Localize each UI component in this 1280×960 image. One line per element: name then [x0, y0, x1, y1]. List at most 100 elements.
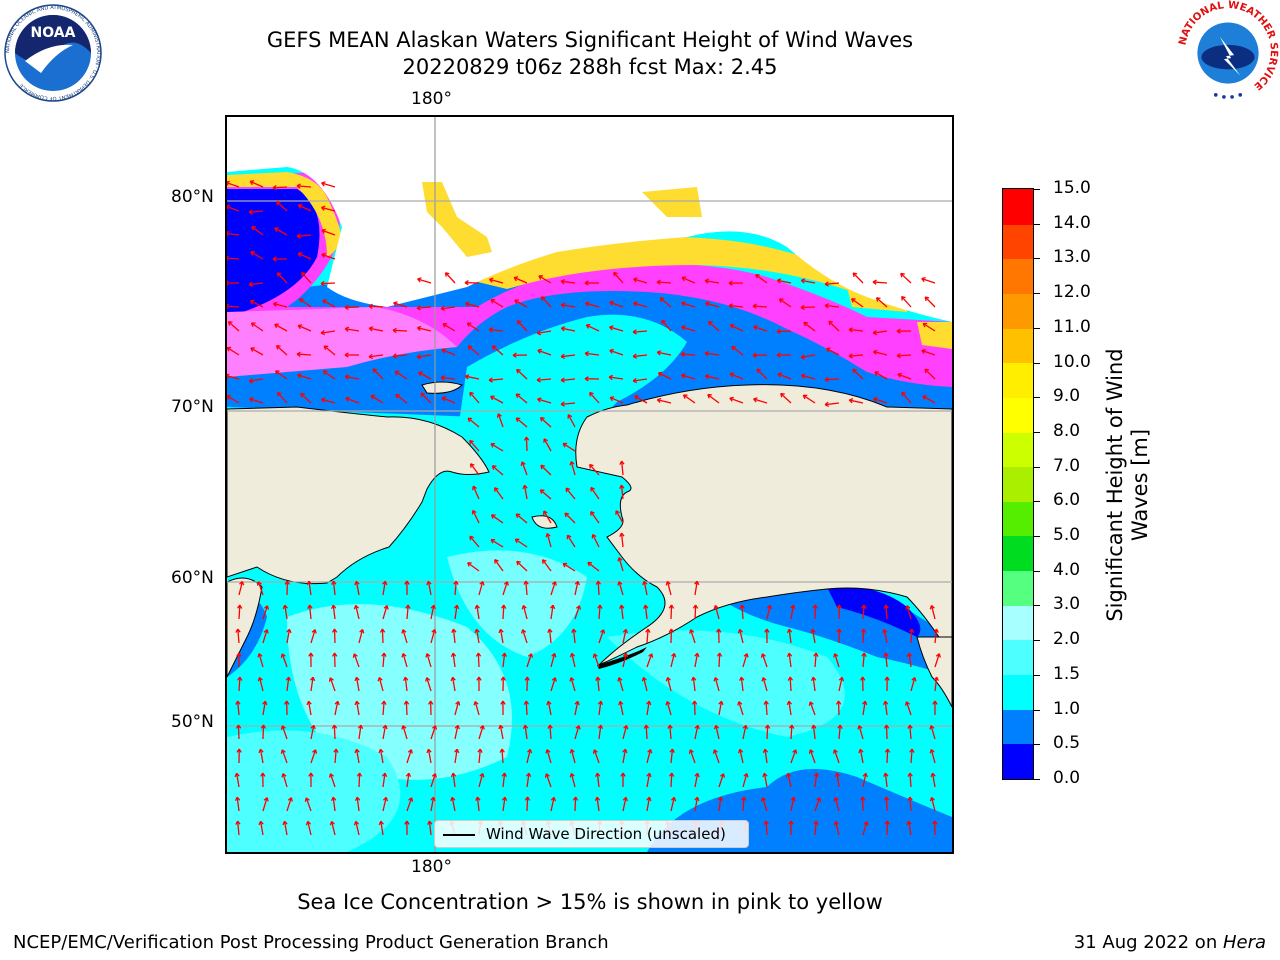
- wave-arrow: [570, 749, 576, 764]
- wave-arrow-head: [848, 353, 853, 359]
- wave-arrow: [909, 796, 912, 812]
- wave-arrow: [570, 677, 576, 692]
- wave-arrow-head: [236, 748, 242, 753]
- wave-arrow-head: [623, 724, 629, 730]
- wave-arrow: [718, 797, 722, 812]
- wave-arrow: [849, 328, 864, 332]
- wave-arrow: [801, 354, 816, 359]
- wave-arrow: [540, 464, 552, 476]
- wave-arrow-head: [838, 676, 845, 682]
- wave-arrow-head: [359, 628, 365, 634]
- colorbar-tick-label: 6.0: [1053, 490, 1081, 511]
- wave-arrow-head: [549, 604, 556, 610]
- wave-arrow: [761, 797, 768, 812]
- wave-arrow-head: [560, 279, 565, 285]
- wave-arrow-head: [729, 323, 735, 329]
- wave-arrow-head: [494, 559, 499, 564]
- wave-arrow-head: [681, 325, 686, 331]
- wave-arrow: [430, 797, 435, 812]
- wave-arrow: [308, 605, 312, 620]
- colorbar-tick-label: 2.0: [1053, 629, 1081, 650]
- wave-arrow-head: [833, 653, 839, 658]
- wave-arrow: [901, 296, 912, 308]
- wave-arrow: [812, 677, 816, 692]
- wave-arrow-head: [907, 796, 913, 801]
- wave-arrow: [826, 347, 840, 356]
- wave-arrow-head: [378, 748, 384, 754]
- colorbar-tick-mark: [1034, 466, 1040, 468]
- wave-arrow-head: [681, 301, 686, 307]
- wave-arrow: [572, 629, 576, 644]
- wave-arrow: [934, 677, 938, 692]
- wave-arrow: [718, 773, 725, 788]
- wave-arrow: [334, 701, 339, 716]
- wave-arrow-head: [249, 397, 254, 403]
- wave-arrow: [538, 275, 552, 284]
- wave-arrow-head: [575, 605, 582, 610]
- wave-arrow: [574, 796, 577, 812]
- wave-arrow-head: [444, 272, 450, 277]
- wave-arrow-head: [792, 749, 798, 754]
- wave-arrow-head: [227, 180, 230, 186]
- colorbar-tick-label: 7.0: [1053, 455, 1081, 476]
- wave-arrow-head: [609, 300, 614, 306]
- wave-arrow: [598, 725, 602, 740]
- wave-arrow-head: [451, 628, 457, 633]
- wave-arrow: [714, 677, 720, 692]
- wave-arrow-head: [617, 677, 623, 682]
- wave-arrow: [658, 372, 672, 380]
- wave-arrow: [382, 652, 385, 668]
- colorbar-tick-mark: [1034, 223, 1040, 225]
- wave-arrow-head: [560, 302, 566, 308]
- wave-arrow: [526, 653, 533, 668]
- wave-arrow-head: [584, 376, 589, 382]
- wave-arrow: [694, 773, 699, 788]
- wave-arrow-head: [454, 724, 460, 730]
- colorbar-tick-label: 4.0: [1053, 559, 1081, 580]
- wave-arrow: [417, 327, 432, 332]
- wave-arrow: [550, 677, 556, 692]
- wave-arrow: [467, 345, 480, 356]
- wave-arrow: [321, 206, 336, 212]
- wave-arrow-head: [737, 701, 743, 706]
- wave-arrow: [301, 272, 312, 284]
- wave-arrow-head: [545, 533, 551, 538]
- wave-arrow-head: [235, 628, 241, 633]
- colorbar-tick-label: 0.5: [1053, 733, 1081, 754]
- wave-arrow-head: [935, 653, 941, 658]
- wave-arrow: [321, 398, 336, 404]
- wave-arrow: [321, 253, 336, 260]
- wave-arrow: [355, 749, 360, 764]
- wave-arrow: [297, 374, 312, 380]
- wave-arrow-head: [516, 560, 521, 566]
- wave-arrow: [472, 485, 480, 500]
- wave-arrow-head: [297, 373, 302, 379]
- wave-arrow-head: [354, 700, 360, 706]
- wave-arrow-head: [501, 652, 507, 657]
- wave-arrow: [779, 298, 792, 308]
- wave-arrow-head: [260, 772, 266, 777]
- wave-arrow: [332, 605, 336, 620]
- wave-arrow: [852, 272, 864, 284]
- wave-arrow-head: [300, 392, 305, 398]
- wave-arrow-head: [306, 580, 312, 586]
- wave-arrow-head: [760, 653, 766, 658]
- wave-arrow: [441, 349, 456, 356]
- wave-arrow: [228, 321, 240, 332]
- wave-arrow-head: [852, 368, 857, 374]
- wave-arrow: [427, 749, 432, 764]
- wave-arrow-head: [671, 652, 677, 658]
- wave-arrow: [406, 604, 409, 620]
- wave-arrow-head: [322, 370, 328, 376]
- wave-arrow-head: [227, 303, 229, 309]
- wave-arrow-head: [239, 580, 245, 586]
- wave-arrow-head: [353, 820, 360, 826]
- wave-arrow: [787, 773, 792, 788]
- wave-arrow: [634, 395, 648, 404]
- wave-arrow: [756, 368, 768, 380]
- wave-arrow-head: [263, 605, 270, 610]
- wave-arrow: [406, 773, 410, 788]
- colorbar-segment: [1003, 605, 1033, 641]
- wave-arrow: [382, 605, 388, 620]
- wave-arrow-head: [538, 275, 543, 280]
